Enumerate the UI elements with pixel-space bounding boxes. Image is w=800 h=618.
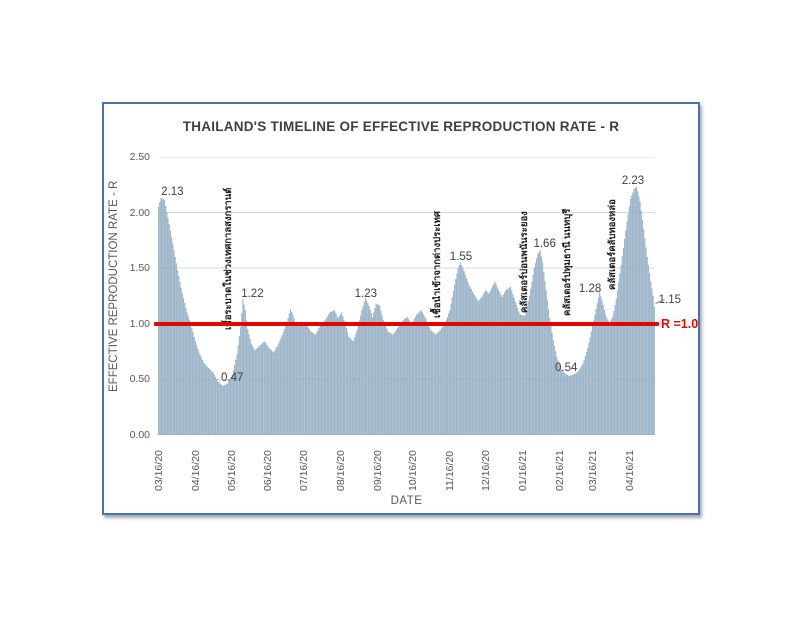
reference-line-r1	[154, 321, 659, 326]
point-label-1-22: 1.22	[241, 288, 264, 301]
x-tick-label: 12/16/20	[479, 450, 492, 491]
y-tick-label: 0.00	[129, 429, 150, 441]
x-tick-label: 02/16/21	[553, 450, 566, 491]
x-tick-label: 09/16/20	[371, 450, 384, 491]
x-tick-label: 03/16/20	[153, 450, 165, 491]
x-tick-label: 04/16/20	[189, 450, 202, 491]
chart-frame: THAILAND'S TIMELINE OF EFFECTIVE REPRODU…	[102, 102, 700, 515]
bar-series-svg	[158, 157, 655, 435]
event-annotation: คลัสเตอร์คลับทองหล่อ	[606, 199, 618, 291]
y-tick-label: 1.50	[129, 262, 150, 275]
x-tick-label: 03/16/21	[586, 450, 599, 491]
reference-line-label: R =1.0	[661, 316, 699, 331]
point-label-2-13: 2.13	[161, 186, 184, 199]
point-label-0-47: 0.47	[221, 371, 244, 384]
y-tick-label: 2.50	[129, 151, 150, 163]
x-tick-label: 05/16/20	[225, 450, 238, 491]
point-label-2-23: 2.23	[621, 175, 645, 188]
y-tick-label: 1.00	[129, 317, 150, 330]
point-label-0-54: 0.54	[555, 361, 578, 374]
x-tick-label: 11/16/20	[444, 450, 457, 491]
daily-r-bars	[158, 186, 655, 435]
point-label-1-15: 1.15	[658, 294, 681, 307]
point-label-1-23: 1.23	[354, 288, 378, 301]
event-annotation: เชื้อนำเข้าจากต่างประเทศ	[432, 211, 444, 319]
plot-area	[154, 157, 659, 435]
x-tick-label: 06/16/20	[262, 450, 275, 491]
x-tick-label: 07/16/20	[298, 450, 311, 491]
point-label-1-66: 1.66	[533, 238, 556, 251]
point-label-1-28: 1.28	[578, 282, 602, 295]
event-annotation: คลัสเตอร์ปทุมธานี นนทบุรี	[561, 208, 573, 317]
y-tick-label: 0.50	[129, 373, 150, 386]
event-annotation: คลัสเตอร์บ่อนพนันระยอง	[518, 210, 530, 313]
x-tick-label: 04/16/21	[623, 450, 636, 491]
x-tick-label: 01/16/21	[516, 450, 529, 491]
point-label-1-55: 1.55	[449, 250, 473, 263]
event-annotation: เชื้อระบาดในช่วงเทศกาลสงกรานต์	[222, 188, 234, 331]
y-tick-label: 2.00	[129, 206, 150, 219]
x-tick-label: 10/16/20	[407, 450, 420, 491]
chart-title: THAILAND'S TIMELINE OF EFFECTIVE REPRODU…	[182, 119, 620, 134]
x-axis-title: DATE	[390, 495, 423, 507]
x-tick-label: 08/16/20	[334, 450, 347, 491]
